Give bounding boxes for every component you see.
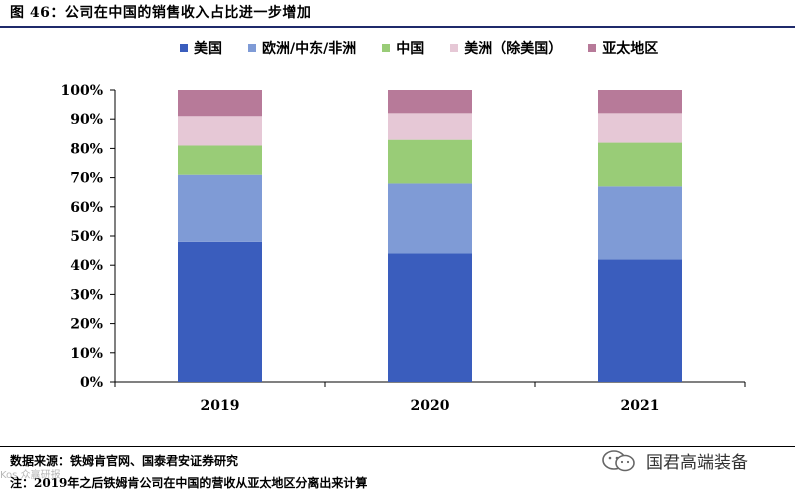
title-divider bbox=[0, 26, 795, 28]
y-tick-label: 60% bbox=[70, 200, 103, 216]
legend-item: 欧洲/中东/非洲 bbox=[248, 38, 356, 58]
watermark-text: 国君高端装备 bbox=[646, 453, 748, 473]
watermark: 国君高端装备 bbox=[600, 448, 748, 473]
legend-swatch bbox=[450, 44, 459, 52]
bar-segment bbox=[598, 186, 682, 260]
legend-label: 亚太地区 bbox=[602, 41, 659, 57]
footnote: 注：2019年之后铁姆肯公司在中国的营收从亚太地区分离出来计算 bbox=[10, 476, 368, 490]
legend-item: 美国 bbox=[180, 38, 222, 58]
bar-segment bbox=[388, 253, 472, 382]
legend-item: 亚太地区 bbox=[588, 38, 658, 58]
legend-label: 美洲（除美国） bbox=[464, 41, 563, 57]
legend-item: 中国 bbox=[382, 38, 424, 58]
legend-item: 美洲（除美国） bbox=[450, 38, 562, 58]
bar-segment bbox=[178, 90, 262, 117]
bar-segment bbox=[178, 241, 262, 382]
bar-segment bbox=[388, 113, 472, 140]
bar-segment bbox=[388, 90, 472, 114]
legend-label: 中国 bbox=[396, 41, 425, 57]
legend-label: 欧洲/中东/非洲 bbox=[262, 41, 357, 57]
chart-legend: 美国 欧洲/中东/非洲 中国 美洲（除美国） 亚太地区 bbox=[180, 38, 658, 58]
bar-segment bbox=[178, 116, 262, 146]
y-tick-label: 40% bbox=[70, 258, 103, 274]
y-tick-label: 80% bbox=[70, 141, 103, 157]
source-note: 数据来源：铁姆肯官网、国泰君安证券研究 bbox=[10, 454, 239, 468]
bar-segment bbox=[598, 90, 682, 114]
legend-swatch bbox=[180, 44, 188, 52]
legend-label: 美国 bbox=[194, 41, 222, 57]
y-tick-label: 100% bbox=[60, 83, 103, 99]
y-tick-label: 50% bbox=[70, 229, 103, 245]
y-tick-label: 10% bbox=[70, 346, 103, 362]
footer-divider bbox=[0, 446, 795, 447]
y-tick-label: 0% bbox=[80, 375, 103, 391]
y-tick-label: 90% bbox=[70, 112, 103, 128]
y-tick-label: 70% bbox=[70, 171, 103, 187]
bar-segment bbox=[598, 259, 682, 382]
wechat-icon bbox=[602, 449, 635, 471]
bar-segment bbox=[178, 145, 262, 175]
bar-segment bbox=[178, 174, 262, 242]
x-tick-label: 2020 bbox=[411, 398, 450, 414]
legend-swatch bbox=[248, 44, 256, 52]
x-tick-label: 2021 bbox=[621, 398, 660, 414]
legend-swatch bbox=[382, 44, 391, 52]
corner-watermark: Kos 众赢研报 bbox=[0, 470, 61, 481]
figure-title: 图 46：公司在中国的销售收入占比进一步增加 bbox=[10, 5, 312, 21]
bar-segment bbox=[598, 142, 682, 187]
y-tick-label: 20% bbox=[70, 317, 103, 333]
legend-swatch bbox=[588, 44, 597, 52]
bar-segment bbox=[598, 113, 682, 143]
x-tick-label: 2019 bbox=[201, 398, 240, 414]
y-tick-label: 30% bbox=[70, 287, 103, 303]
bar-segment bbox=[388, 183, 472, 254]
bar-segment bbox=[388, 139, 472, 184]
stacked-bar-chart: 0% 10% 20% 30% 40% 50% 60% 70% 80% 90% 100% 2019 202… bbox=[60, 83, 746, 414]
